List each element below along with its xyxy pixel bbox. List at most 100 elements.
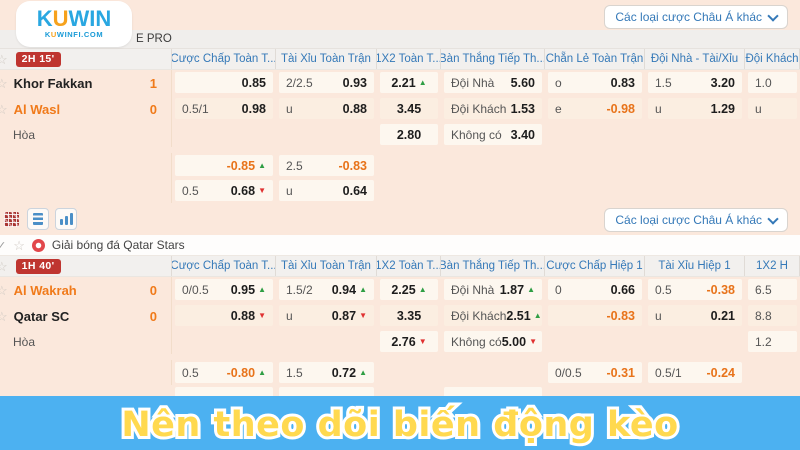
odds-cell[interactable]: e -0.98 xyxy=(548,98,642,119)
handicap-label: Đội Khách xyxy=(451,101,507,116)
odds-cell[interactable]: 0.5 -0.38 xyxy=(648,279,742,300)
rows-icon[interactable] xyxy=(27,208,49,230)
handicap-label: Đội Khách xyxy=(451,308,507,323)
odds-cell[interactable]: 3.45 xyxy=(380,98,438,119)
handicap-label: 6.5 xyxy=(755,282,772,297)
column-header: Cược Chấp Hiệp 1 xyxy=(545,256,645,276)
clipped-odds-row xyxy=(0,385,800,396)
favorite-star-icon[interactable]: ☆ xyxy=(0,53,8,66)
league-row-1: E PRO xyxy=(0,30,800,49)
odds-value: -0.80 xyxy=(226,365,256,380)
odds-cell[interactable]: Đội Nhà 5.60 xyxy=(444,72,542,93)
odds-row: 0.5 0.68 ▼ u 0.64 xyxy=(0,178,800,203)
odds-cell[interactable]: 0/0.5 0.95 ▲ xyxy=(175,279,273,300)
odds-cell[interactable]: 0.85 xyxy=(175,72,273,93)
odds-row: Hòa 2.80 Không có 3.40 xyxy=(0,122,800,147)
favorite-star-icon[interactable]: ☆ xyxy=(13,237,25,253)
odds-cell[interactable]: u 0.87 ▼ xyxy=(279,305,374,326)
match-table-1: ☆ 2H 15' Cược Chấp Toàn T...Tài Xỉu Toàn T… xyxy=(0,49,800,203)
match-teams-cell[interactable]: ☆ Khor Fakkan 1 xyxy=(0,70,172,96)
odds-cell[interactable]: u xyxy=(748,98,797,119)
match-teams-cell[interactable]: ☆ Al Wasl 0 xyxy=(0,96,172,122)
asia-bet-types-button[interactable]: Các loại cược Châu Á khác xyxy=(604,5,788,29)
league-row-2: ✓ ☆ Giải bóng đá Qatar Stars xyxy=(0,235,800,256)
favorite-star-icon[interactable]: ☆ xyxy=(0,310,8,323)
team-score: 0 xyxy=(149,282,157,298)
handicap-label: 1.5 xyxy=(286,365,303,380)
brand-logo[interactable]: KUWIN KUWINFI.COM xyxy=(16,1,132,47)
odds-cell[interactable]: -0.83 xyxy=(548,305,642,326)
odds-cell[interactable]: u 0.64 xyxy=(279,180,374,201)
favorite-star-icon[interactable]: ☆ xyxy=(0,77,8,90)
handicap-label: 8.8 xyxy=(755,308,772,323)
odds-value: 2.76 xyxy=(391,334,416,349)
odds-cell[interactable]: 0.5/1 0.98 xyxy=(175,98,273,119)
chevron-down-icon xyxy=(767,9,779,22)
odds-cell[interactable]: 2/2.5 0.93 xyxy=(279,72,374,93)
match-teams-cell[interactable]: ☆ Al Wakrah 0 xyxy=(0,277,172,303)
odds-cell[interactable]: u 0.21 xyxy=(648,305,742,326)
odds-cell[interactable]: Đội Khách 2.51 ▲ xyxy=(444,305,542,326)
favorite-star-icon[interactable]: ☆ xyxy=(0,103,8,116)
rows-icon-glyph xyxy=(33,213,43,225)
odds-value: 0.66 xyxy=(610,282,635,297)
odds-cell[interactable]: 2.5 -0.83 xyxy=(279,155,374,176)
bar-chart-icon[interactable] xyxy=(55,208,77,230)
up-arrow-icon: ▲ xyxy=(527,284,535,294)
column-header: Bàn Thắng Tiếp Th... xyxy=(441,256,545,276)
handicap-label: 0.5/1 xyxy=(182,101,209,116)
odds-cell[interactable]: 2.80 xyxy=(380,124,438,145)
match-time-badge: 1H 40' xyxy=(15,258,61,274)
handicap-label: 2.5 xyxy=(286,158,303,173)
grid-icon[interactable] xyxy=(1,209,21,229)
match-status-cell: ☆ 1H 40' xyxy=(0,256,172,276)
odds-cell[interactable]: 1.5 3.20 xyxy=(648,72,742,93)
odds-value: 2.80 xyxy=(396,127,422,142)
match-teams-cell[interactable]: ☆ Qatar SC 0 xyxy=(0,303,172,329)
handicap-label: Đội Nhà xyxy=(451,75,495,90)
favorite-star-icon[interactable]: ☆ xyxy=(0,284,8,297)
odds-cell[interactable]: 3.35 xyxy=(380,305,438,326)
promo-banner: Nên theo dõi biến động kèo xyxy=(0,396,800,450)
odds-value: 1.87 xyxy=(499,282,525,297)
odds-cell[interactable]: -0.85 ▲ xyxy=(175,155,273,176)
odds-cell[interactable]: 1.0 xyxy=(748,72,797,93)
bar-chart-icon-glyph xyxy=(59,213,73,225)
odds-cell[interactable]: 0 0.66 xyxy=(548,279,642,300)
handicap-label: u xyxy=(655,308,662,323)
odds-cell[interactable]: 2.76 ▼ xyxy=(380,331,438,352)
odds-cell[interactable]: 1.2 xyxy=(748,331,797,352)
odds-cell[interactable]: Không có 3.40 xyxy=(444,124,542,145)
odds-cell[interactable]: u 0.88 xyxy=(279,98,374,119)
handicap-label: 1.5/2 xyxy=(286,282,313,297)
odds-value: 0.68 xyxy=(230,183,256,198)
odds-cell[interactable]: 8.8 xyxy=(748,305,797,326)
odds-cell[interactable]: Đội Khách 1.53 xyxy=(444,98,542,119)
odds-cell[interactable]: 0.5 0.68 ▼ xyxy=(175,180,273,201)
odds-cell[interactable]: o 0.83 xyxy=(548,72,642,93)
odds-cell[interactable]: 0.5 -0.80 ▲ xyxy=(175,362,273,383)
odds-cell[interactable]: 6.5 xyxy=(748,279,797,300)
odds-cell[interactable]: 2.21 ▲ xyxy=(380,72,438,93)
team-score: 1 xyxy=(149,75,157,91)
asia-bet-types-button-2[interactable]: Các loại cược Châu Á khác xyxy=(604,208,788,232)
odds-value: 0.64 xyxy=(342,183,367,198)
handicap-label: 0.5 xyxy=(182,365,199,380)
column-header: Bàn Thắng Tiếp Th... xyxy=(441,49,545,69)
odds-cell[interactable]: Đội Nhà 1.87 ▲ xyxy=(444,279,542,300)
favorite-star-icon[interactable]: ☆ xyxy=(0,260,8,273)
odds-cell[interactable]: 0/0.5 -0.31 xyxy=(548,362,642,383)
odds-cell[interactable]: 0.5/1 -0.24 xyxy=(648,362,742,383)
odds-value: 5.00 xyxy=(501,334,527,349)
odds-cell[interactable]: Không có 5.00 ▼ xyxy=(444,331,542,352)
odds-cell[interactable]: u 1.29 xyxy=(648,98,742,119)
up-arrow-icon: ▲ xyxy=(359,367,367,377)
odds-cell[interactable]: 0.88 ▼ xyxy=(175,305,273,326)
odds-value: 0.94 xyxy=(331,282,357,297)
odds-cell[interactable]: 1.5/2 0.94 ▲ xyxy=(279,279,374,300)
handicap-label: 0.5/1 xyxy=(655,365,682,380)
odds-cell[interactable]: 2.25 ▲ xyxy=(380,279,438,300)
odds-cell[interactable]: 1.5 0.72 ▲ xyxy=(279,362,374,383)
